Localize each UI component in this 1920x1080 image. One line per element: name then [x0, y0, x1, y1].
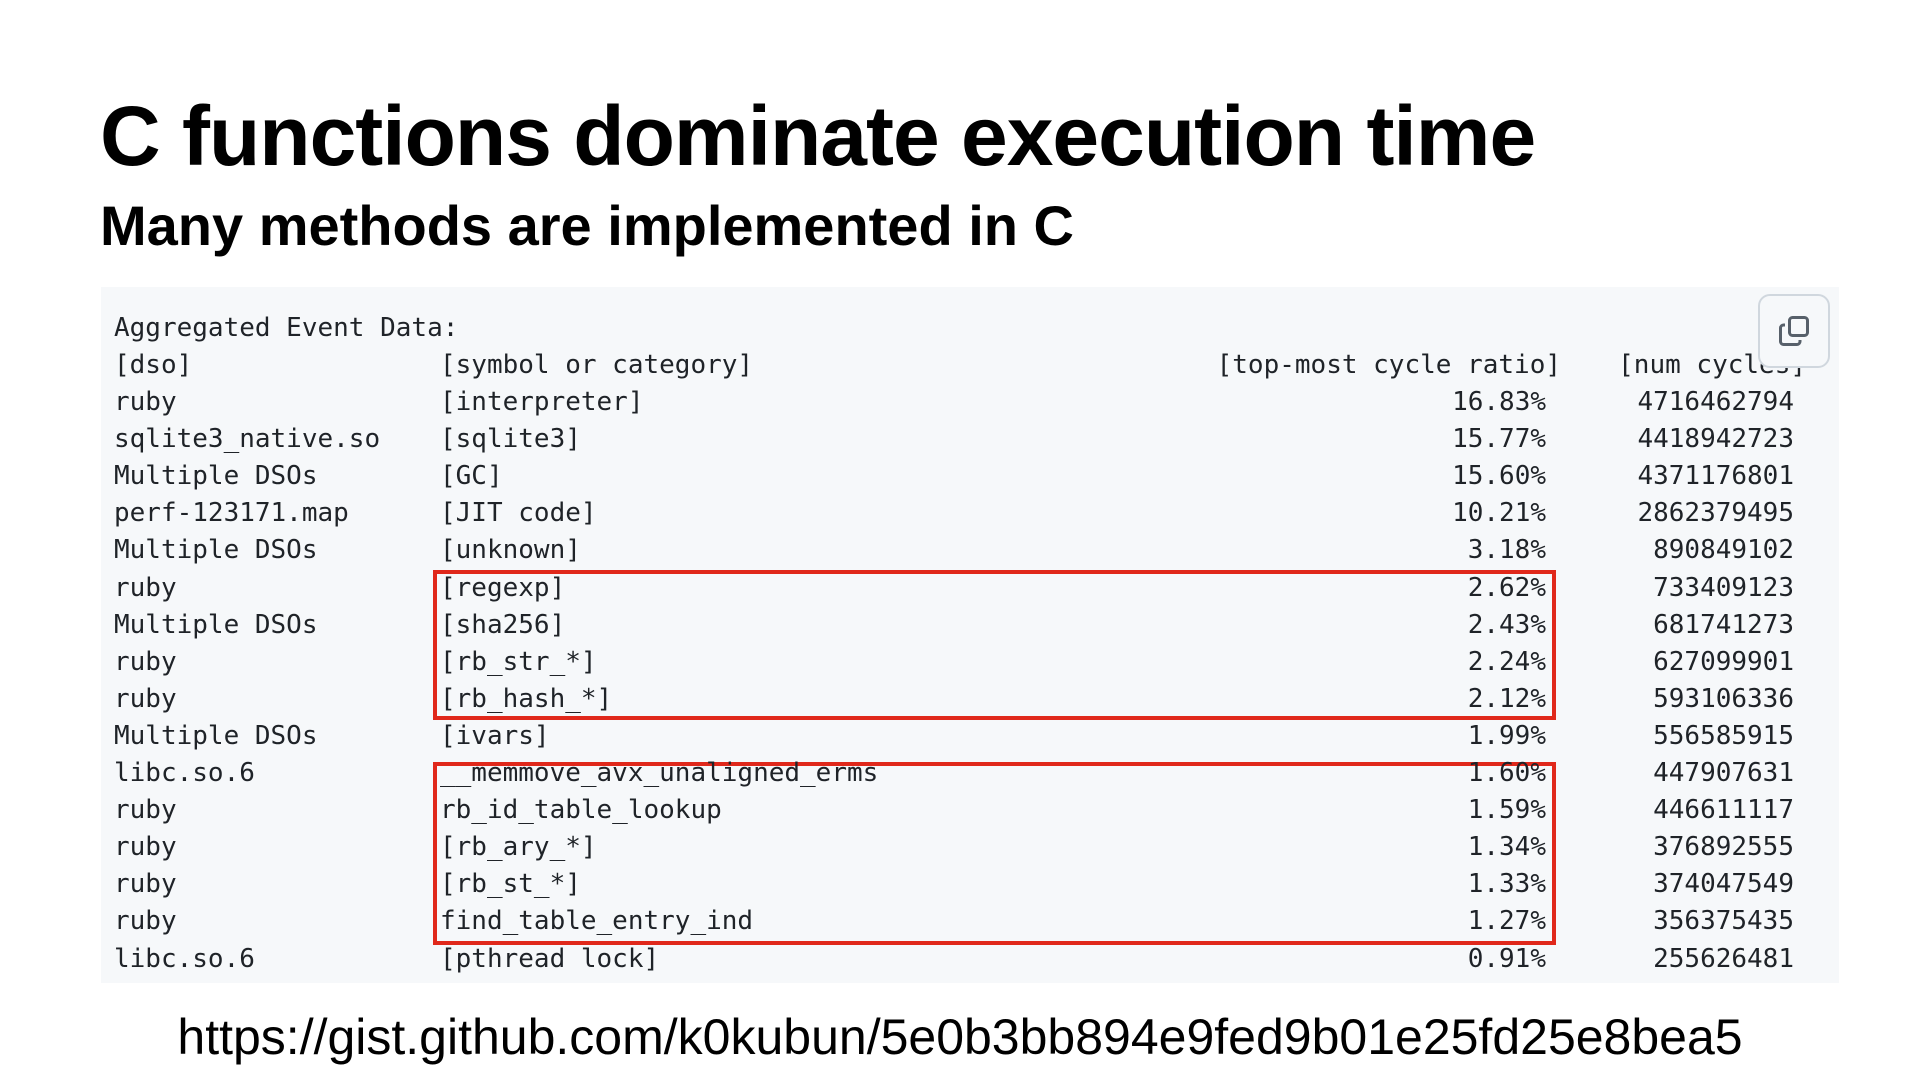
table-row: ruby [rb_st_*] 1.33% 374047549	[101, 866, 1839, 903]
symbol-cell: [ivars]	[440, 720, 550, 751]
highlight-box-functions	[433, 762, 1556, 945]
ratio-cell: 2.43%	[1467, 609, 1546, 640]
dso-cell: ruby	[114, 646, 177, 677]
dso-cell: Multiple DSOs	[114, 609, 318, 640]
cycles-cell: 593106336	[1653, 683, 1794, 714]
ratio-cell: 16.83%	[1452, 387, 1546, 417]
table-row: libc.so.6 [pthread lock] 0.91% 255626481	[101, 941, 1839, 978]
dso-cell: ruby	[114, 387, 177, 417]
dso-cell: perf-123171.map	[114, 498, 349, 529]
symbol-cell: [rb_st_*]	[440, 869, 581, 900]
dso-cell: ruby	[114, 906, 177, 937]
source-url[interactable]: https://gist.github.com/k0kubun/5e0b3bb8…	[177, 1009, 1743, 1065]
ratio-cell: 15.60%	[1452, 461, 1546, 492]
symbol-cell: [JIT code]	[440, 498, 597, 529]
ratio-cell: 1.34%	[1467, 832, 1546, 863]
column-header-dso: [dso]	[114, 350, 193, 380]
copy-icon	[1779, 316, 1809, 346]
table-row: Multiple DSOs [sha256] 2.43% 681741273	[101, 607, 1839, 644]
ratio-cell: 10.21%	[1452, 498, 1546, 529]
dso-cell: ruby	[114, 795, 177, 826]
table-row: libc.so.6 __memmove_avx_unaligned_erms 1.6…	[101, 755, 1839, 792]
ratio-cell: 1.33%	[1467, 869, 1546, 900]
table-row: Multiple DSOs [ivars] 1.99% 556585915	[101, 718, 1839, 755]
cycles-cell: 374047549	[1653, 869, 1794, 900]
table-row: ruby [regexp] 2.62% 733409123	[101, 570, 1839, 607]
table-row: ruby [rb_str_*] 2.24% 627099901	[101, 644, 1839, 681]
symbol-cell: find_table_entry_ind	[440, 906, 754, 937]
ratio-cell: 0.91%	[1467, 943, 1546, 974]
dso-cell: sqlite3_native.so	[114, 424, 381, 455]
cycles-cell: 733409123	[1653, 572, 1794, 603]
cycles-cell: 627099901	[1653, 646, 1794, 677]
copy-button[interactable]	[1758, 294, 1830, 368]
dso-cell: ruby	[114, 572, 177, 603]
ratio-cell: 2.12%	[1467, 683, 1546, 714]
table-row: ruby rb_id_table_lookup 1.59% 446611117	[101, 792, 1839, 829]
slide-title: C functions dominate execution time	[100, 89, 1536, 183]
symbol-cell: [rb_hash_*]	[440, 683, 613, 714]
symbol-cell: [unknown]	[440, 535, 581, 566]
highlight-box-categories	[433, 570, 1556, 720]
table-row: ruby [rb_ary_*] 1.34% 376892555	[101, 829, 1839, 866]
cycles-cell: 2862379495	[1637, 498, 1794, 529]
symbol-cell: rb_id_table_lookup	[440, 795, 722, 826]
dso-cell: ruby	[114, 683, 177, 714]
ratio-cell: 1.60%	[1467, 758, 1546, 788]
cycles-cell: 446611117	[1653, 795, 1794, 826]
symbol-cell: [pthread lock]	[440, 943, 660, 974]
table-row: Multiple DSOs [GC] 15.60% 4371176801	[101, 458, 1839, 495]
table-row: ruby [rb_hash_*] 2.12% 593106336	[101, 681, 1839, 718]
symbol-cell: [regexp]	[440, 572, 566, 603]
cycles-cell: 4371176801	[1637, 461, 1794, 492]
symbol-cell: [sqlite3]	[440, 424, 581, 455]
ratio-cell: 1.99%	[1467, 720, 1546, 751]
ratio-cell: 2.24%	[1467, 646, 1546, 677]
column-header-row: [dso] [symbol or category] [top-most cyc…	[101, 347, 1839, 384]
table-row: Multiple DSOs [unknown] 3.18% 890849102	[101, 532, 1839, 569]
symbol-cell: [sha256]	[440, 609, 566, 640]
ratio-cell: 1.59%	[1467, 795, 1546, 826]
table-row: perf-123171.map [JIT code] 10.21% 286237949…	[101, 495, 1839, 532]
symbol-cell: __memmove_avx_unaligned_erms	[440, 758, 879, 788]
ratio-cell: 3.18%	[1467, 535, 1546, 566]
dso-cell: libc.so.6	[114, 943, 255, 974]
dso-cell: Multiple DSOs	[114, 461, 318, 492]
column-header-symbol: [symbol or category]	[440, 350, 754, 380]
cycles-cell: 681741273	[1653, 609, 1794, 640]
ratio-cell: 1.27%	[1467, 906, 1546, 937]
column-header-ratio: [top-most cycle ratio]	[1216, 350, 1561, 380]
cycles-cell: 255626481	[1653, 943, 1794, 974]
cycles-cell: 356375435	[1653, 906, 1794, 937]
symbol-cell: [interpreter]	[440, 387, 644, 417]
heading-text: Aggregated Event Data:	[114, 313, 459, 343]
dso-cell: Multiple DSOs	[114, 535, 318, 566]
dso-cell: ruby	[114, 832, 177, 863]
dso-cell: Multiple DSOs	[114, 720, 318, 751]
cycles-cell: 4418942723	[1637, 424, 1794, 455]
dso-cell: ruby	[114, 869, 177, 900]
symbol-cell: [GC]	[440, 461, 503, 492]
code-heading: Aggregated Event Data:	[101, 310, 1839, 347]
ratio-cell: 2.62%	[1467, 572, 1546, 603]
cycles-cell: 556585915	[1653, 720, 1794, 751]
cycles-cell: 890849102	[1653, 535, 1794, 566]
table-row: sqlite3_native.so [sqlite3] 15.77% 44189427…	[101, 421, 1839, 458]
table-row: ruby find_table_entry_ind 1.27% 356375435	[101, 903, 1839, 940]
symbol-cell: [rb_str_*]	[440, 646, 597, 677]
cycles-cell: 4716462794	[1637, 387, 1794, 417]
table-row: ruby [interpreter] 16.83% 4716462794	[101, 384, 1839, 421]
dso-cell: libc.so.6	[114, 758, 255, 788]
cycles-cell: 447907631	[1653, 758, 1794, 788]
slide-subtitle: Many methods are implemented in C	[100, 194, 1074, 257]
cycles-cell: 376892555	[1653, 832, 1794, 863]
ratio-cell: 15.77%	[1452, 424, 1546, 455]
symbol-cell: [rb_ary_*]	[440, 832, 597, 863]
code-block: Aggregated Event Data: [dso] [symbol or …	[101, 287, 1839, 983]
